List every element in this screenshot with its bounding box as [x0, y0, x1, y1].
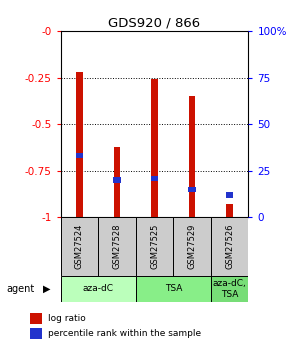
Bar — [30, 328, 42, 339]
Bar — [114, 147, 120, 217]
Bar — [151, 79, 158, 217]
Bar — [136, 217, 173, 276]
Bar — [151, 176, 158, 181]
Bar — [98, 217, 136, 276]
Bar — [61, 276, 136, 302]
Text: GSM27526: GSM27526 — [225, 224, 234, 269]
Text: aza-dC,
TSA: aza-dC, TSA — [213, 279, 247, 299]
Bar — [226, 204, 233, 217]
Text: GSM27524: GSM27524 — [75, 224, 84, 269]
Text: percentile rank within the sample: percentile rank within the sample — [48, 329, 201, 338]
Text: GSM27528: GSM27528 — [112, 224, 122, 269]
Text: aza-dC: aza-dC — [83, 284, 114, 294]
Title: GDS920 / 866: GDS920 / 866 — [108, 17, 201, 30]
Bar — [211, 217, 248, 276]
Bar — [226, 193, 233, 198]
Text: agent: agent — [6, 284, 34, 294]
Bar — [30, 313, 42, 324]
Text: TSA: TSA — [165, 284, 182, 294]
Text: GSM27529: GSM27529 — [188, 224, 197, 269]
Bar — [136, 276, 211, 302]
Bar — [173, 217, 211, 276]
Bar — [113, 177, 121, 183]
Bar — [188, 187, 196, 192]
Bar — [76, 153, 83, 158]
Bar — [61, 217, 98, 276]
Text: log ratio: log ratio — [48, 314, 86, 323]
Bar — [76, 72, 83, 217]
Text: ▶: ▶ — [43, 284, 51, 294]
Bar — [211, 276, 248, 302]
Bar — [189, 96, 195, 217]
Text: GSM27525: GSM27525 — [150, 224, 159, 269]
